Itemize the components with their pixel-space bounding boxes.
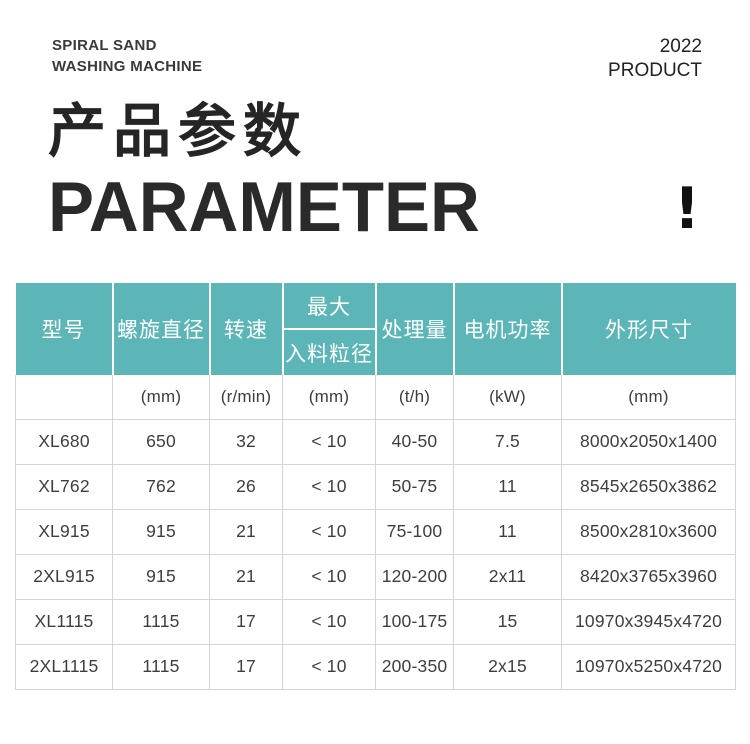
unit-max-feed: (mm) bbox=[282, 375, 376, 420]
model-cell: 2XL915 bbox=[15, 553, 113, 600]
max-feed-bottom-label: 入料粒径 bbox=[285, 342, 373, 366]
speed-cell: 17 bbox=[209, 643, 283, 690]
col-header-motor-power: 电机功率 bbox=[452, 283, 563, 375]
col-header-spiral-diameter: 螺旋直径 bbox=[111, 283, 211, 375]
col-header-speed: 转速 bbox=[208, 283, 284, 375]
motor-power-cell: 7.5 bbox=[453, 418, 562, 465]
max-feed-cell: < 10 bbox=[282, 598, 376, 645]
unit-spiral-diameter: (mm) bbox=[112, 375, 210, 420]
table-body: (mm) (r/min) (mm) (t/h) (kW) (mm) XL680 6… bbox=[15, 375, 736, 690]
edition-lines: 2022 PRODUCT bbox=[608, 35, 702, 83]
speed-cell: 21 bbox=[209, 508, 283, 555]
spec-table-wrap: 型号 螺旋直径 转速 最大 入料粒径 处理量 电机功率 外形尺寸 bbox=[15, 283, 736, 690]
brand-line-1: SPIRAL SAND bbox=[52, 37, 157, 54]
model-cell: XL1115 bbox=[15, 598, 113, 645]
spiral-diameter-cell: 1115 bbox=[112, 643, 210, 690]
speed-cell: 17 bbox=[209, 598, 283, 645]
table-row: XL680 650 32 < 10 40-50 7.5 8000x2050x1400 bbox=[15, 418, 736, 465]
motor-power-cell: 11 bbox=[453, 463, 562, 510]
motor-power-cell: 11 bbox=[453, 508, 562, 555]
unit-capacity: (t/h) bbox=[375, 375, 454, 420]
capacity-cell: 75-100 bbox=[375, 508, 454, 555]
edition-year: 2022 bbox=[659, 36, 702, 57]
dimensions-cell: 8420x3765x3960 bbox=[561, 553, 736, 600]
table-row: XL915 915 21 < 10 75-100 11 8500x2810x3600 bbox=[15, 508, 736, 555]
model-cell: 2XL1115 bbox=[15, 643, 113, 690]
max-feed-cell: < 10 bbox=[282, 418, 376, 465]
dimensions-cell: 8000x2050x1400 bbox=[561, 418, 736, 465]
capacity-cell: 40-50 bbox=[375, 418, 454, 465]
spec-table: 型号 螺旋直径 转速 最大 入料粒径 处理量 电机功率 外形尺寸 bbox=[15, 283, 736, 690]
page-title-en: PARAMETER bbox=[48, 167, 480, 247]
unit-motor-power: (kW) bbox=[453, 375, 562, 420]
max-feed-cell: < 10 bbox=[282, 643, 376, 690]
unit-speed: (r/min) bbox=[209, 375, 283, 420]
dimensions-cell: 10970x3945x4720 bbox=[561, 598, 736, 645]
spiral-diameter-cell: 1115 bbox=[112, 598, 210, 645]
top-strip: SPIRAL SAND WASHING MACHINE 2022 PRODUCT bbox=[0, 0, 750, 83]
col-header-model: 型号 bbox=[15, 283, 114, 375]
speed-cell: 26 bbox=[209, 463, 283, 510]
dimensions-cell: 8500x2810x3600 bbox=[561, 508, 736, 555]
motor-power-cell: 15 bbox=[453, 598, 562, 645]
col-header-max-feed: 最大 入料粒径 bbox=[281, 283, 377, 375]
max-feed-split: 最大 入料粒径 bbox=[283, 283, 375, 375]
capacity-cell: 200-350 bbox=[375, 643, 454, 690]
motor-power-cell: 2x11 bbox=[453, 553, 562, 600]
table-row: XL762 762 26 < 10 50-75 11 8545x2650x3862 bbox=[15, 463, 736, 510]
spiral-diameter-cell: 915 bbox=[112, 553, 210, 600]
spiral-diameter-cell: 915 bbox=[112, 508, 210, 555]
unit-model bbox=[15, 375, 113, 420]
motor-power-cell: 2x15 bbox=[453, 643, 562, 690]
col-header-capacity: 处理量 bbox=[374, 283, 455, 375]
model-cell: XL680 bbox=[15, 418, 113, 465]
brand-line-2: WASHING MACHINE bbox=[52, 58, 203, 75]
units-row: (mm) (r/min) (mm) (t/h) (kW) (mm) bbox=[15, 375, 736, 420]
max-feed-cell: < 10 bbox=[282, 463, 376, 510]
max-feed-cell: < 10 bbox=[282, 553, 376, 600]
page-title-zh: 产品参数 bbox=[48, 99, 309, 164]
edition-label: PRODUCT bbox=[608, 60, 702, 81]
capacity-cell: 100-175 bbox=[375, 598, 454, 645]
spiral-diameter-cell: 650 bbox=[112, 418, 210, 465]
table-row: 2XL915 915 21 < 10 120-200 2x11 8420x3765x3960 bbox=[15, 553, 736, 600]
unit-dimensions: (mm) bbox=[561, 375, 736, 420]
table-row: 2XL1115 1115 17 < 10 200-350 2x15 10970x5250x4… bbox=[15, 643, 736, 690]
speed-cell: 32 bbox=[209, 418, 283, 465]
max-feed-cell: < 10 bbox=[282, 508, 376, 555]
exclamation-mark: ! bbox=[674, 176, 700, 242]
capacity-cell: 120-200 bbox=[375, 553, 454, 600]
dimensions-cell: 10970x5250x4720 bbox=[561, 643, 736, 690]
model-cell: XL915 bbox=[15, 508, 113, 555]
header-row: 型号 螺旋直径 转速 最大 入料粒径 处理量 电机功率 外形尺寸 bbox=[15, 283, 736, 375]
max-feed-top-label: 最大 bbox=[283, 283, 375, 330]
title-en-row: PARAMETER ! bbox=[0, 167, 750, 247]
col-header-dimensions: 外形尺寸 bbox=[560, 283, 736, 375]
dimensions-cell: 8545x2650x3862 bbox=[561, 463, 736, 510]
brand-lines: SPIRAL SAND WASHING MACHINE bbox=[52, 35, 202, 77]
capacity-cell: 50-75 bbox=[375, 463, 454, 510]
speed-cell: 21 bbox=[209, 553, 283, 600]
spiral-diameter-cell: 762 bbox=[112, 463, 210, 510]
table-row: XL1115 1115 17 < 10 100-175 15 10970x3945x4720 bbox=[15, 598, 736, 645]
model-cell: XL762 bbox=[15, 463, 113, 510]
